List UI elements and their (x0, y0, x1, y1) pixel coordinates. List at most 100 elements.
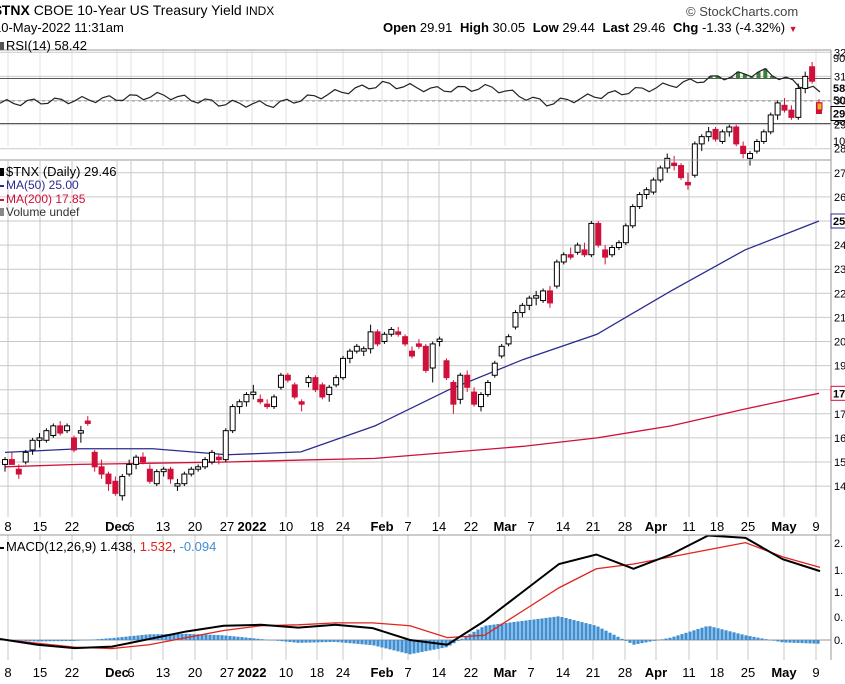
candle-up (664, 157, 671, 169)
x-axis-label: 7 (527, 519, 534, 534)
macd-histogram-bar (464, 636, 468, 640)
candle-down (284, 374, 291, 381)
macd-histogram-bar (528, 619, 532, 640)
macd-histogram-bar (128, 636, 132, 640)
macd-histogram-bar (412, 640, 416, 654)
macd-histogram-bar (308, 640, 312, 643)
macd-histogram-bar (604, 630, 608, 640)
macd-histogram-bar (768, 639, 772, 641)
candle-up (560, 254, 567, 263)
price-tick-label: 32 (834, 47, 845, 59)
x-axis-label: Mar (493, 665, 516, 680)
macd-histogram-bar (80, 640, 84, 641)
macd-histogram-bar (256, 638, 260, 640)
macd-histogram-bar (808, 640, 812, 644)
x-axis-label: 25 (741, 519, 755, 534)
macd-histogram-bar (812, 640, 816, 644)
macd-histogram-bar (144, 634, 148, 640)
macd-histogram-bar (100, 638, 104, 640)
macd-histogram-bar (568, 619, 572, 640)
macd-histogram-bar (660, 639, 664, 640)
price-tick-label: 27 (834, 168, 845, 180)
candle-up (43, 430, 50, 441)
macd-histogram-bar (288, 640, 292, 643)
candle-down (395, 331, 402, 335)
macd-histogram-bar (476, 629, 480, 640)
candle-up (36, 437, 43, 441)
candle-down (602, 249, 609, 258)
macd-histogram-bar (104, 638, 108, 640)
candle-down (781, 104, 788, 111)
candle-up (243, 394, 250, 403)
x-axis-label: 13 (156, 665, 170, 680)
candle-up (64, 425, 71, 432)
candle-up (505, 336, 512, 345)
x-axis-label: 22 (464, 665, 478, 680)
x-axis-label: 24 (336, 665, 350, 680)
macd-histogram-bar (224, 635, 228, 640)
macd-histogram-bar (236, 636, 240, 640)
rsi-tick-label: 10 (833, 136, 845, 148)
macd-histogram-bar (696, 628, 700, 640)
candle-down (684, 181, 691, 186)
macd-histogram-bar (732, 632, 736, 640)
macd-histogram-bar (756, 637, 760, 640)
macd-histogram-bar (620, 638, 624, 640)
macd-histogram-bar (196, 634, 200, 640)
macd-histogram-bar (284, 640, 288, 642)
macd-histogram-bar (508, 622, 512, 640)
macd-histogram-bar (340, 640, 344, 643)
candle-up (208, 451, 215, 463)
x-axis-label: 15 (33, 665, 47, 680)
x-axis-label: 9 (812, 519, 819, 534)
candle-down (215, 456, 222, 461)
macd-histogram-bar (668, 637, 672, 640)
macd-histogram-bar (180, 633, 184, 640)
macd-panel (0, 534, 831, 655)
candle-down (712, 128, 719, 140)
candle-down (581, 249, 588, 256)
x-axis-label: 9 (812, 665, 819, 680)
macd-histogram-bar (208, 634, 212, 640)
macd-histogram-bar (760, 638, 764, 640)
candle-up (277, 374, 284, 388)
candle-down (464, 374, 471, 388)
macd-histogram-bar (504, 623, 508, 640)
x-axis-label: Apr (645, 519, 667, 534)
macd-line (0, 534, 821, 650)
candle-down (678, 165, 685, 179)
x-axis-label: 21 (586, 519, 600, 534)
macd-histogram-bar (392, 640, 396, 651)
candle-legend-icon (0, 168, 4, 176)
macd-histogram-bar (88, 639, 92, 641)
value-box (830, 385, 845, 401)
candle-up (650, 179, 657, 193)
x-axis-label: Feb (370, 665, 393, 680)
candle-up (795, 87, 802, 118)
macd-histogram-bar (268, 639, 272, 641)
candle-up (512, 312, 519, 328)
candle-up (340, 357, 347, 379)
price-tick-label: 15 (834, 457, 845, 469)
y-axis-labels: 9058503010323130292827262524232221201918… (816, 47, 845, 647)
macd-histogram-bar (752, 636, 756, 640)
candle-up (119, 475, 126, 497)
candle-up (381, 333, 388, 342)
macd-histogram-bar (372, 640, 376, 646)
macd-histogram-bar (672, 636, 676, 640)
candle-up (753, 140, 760, 152)
macd-histogram-bar (596, 626, 600, 640)
candle-down (139, 456, 146, 463)
macd-histogram-bar (496, 624, 500, 640)
x-axis-label: 28 (618, 665, 632, 680)
candle-up (188, 468, 195, 475)
candle-up (726, 126, 733, 133)
macd-histogram-bar (628, 640, 632, 643)
macd-histogram-bar (408, 640, 412, 655)
volume-legend: Volume undef (0, 205, 79, 220)
macd-histogram-bar (200, 634, 204, 640)
macd-histogram-bar (332, 640, 336, 642)
macd-histogram-bar (468, 634, 472, 640)
x-axis-label: 22 (464, 519, 478, 534)
candle-down (671, 162, 678, 167)
